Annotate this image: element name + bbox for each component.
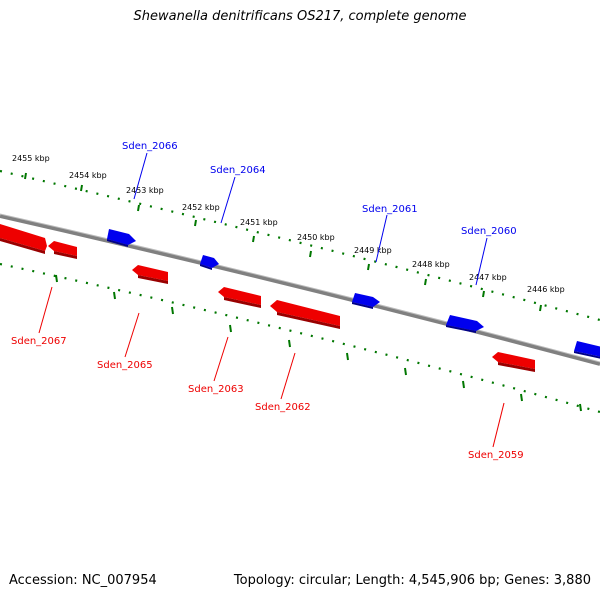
ruler-label: 2452 kbp [182, 203, 220, 212]
gene-sden-2062[interactable] [270, 300, 340, 329]
reverse-genes [0, 224, 535, 372]
genome-backbone [0, 214, 600, 366]
gene-label[interactable]: Sden_2063 [188, 384, 244, 395]
gene-label[interactable]: Sden_2062 [255, 402, 311, 413]
inner-ruler-ticks [55, 274, 582, 412]
gene-sden-2067[interactable] [48, 241, 77, 259]
ruler-label: 2448 kbp [412, 260, 450, 269]
gene-label[interactable]: Sden_2061 [362, 204, 418, 215]
gene-label[interactable]: Sden_2059 [468, 450, 524, 461]
gene-sden-2061[interactable] [352, 293, 380, 309]
ruler-label: 2454 kbp [69, 171, 107, 180]
gene-label[interactable]: Sden_2064 [210, 165, 266, 176]
gene-sden-2065[interactable] [132, 265, 168, 284]
ruler-label: 2449 kbp [354, 246, 392, 255]
gene-sden-2063[interactable] [218, 287, 261, 308]
gene-sden-2059[interactable] [492, 352, 535, 372]
gene-sden-2060[interactable] [446, 315, 484, 333]
accession-text: Accession: NC_007954 [9, 573, 157, 588]
reverse-leaders [38, 286, 505, 448]
ruler-label: 2446 kbp [527, 285, 565, 294]
forward-leaders [133, 152, 488, 286]
gene-label[interactable]: Sden_2066 [122, 141, 178, 152]
gene-unlabeled-forward[interactable] [574, 341, 600, 359]
page-title: Shewanella denitrificans OS217, complete… [133, 9, 467, 24]
forward-genes [107, 229, 600, 359]
outer-ruler-dots [0, 169, 600, 322]
ruler-label: 2450 kbp [297, 233, 335, 242]
outer-ruler-ticks [24, 172, 542, 312]
gene-label[interactable]: Sden_2065 [97, 360, 153, 371]
ruler-label: 2447 kbp [469, 273, 507, 282]
genome-summary-text: Topology: circular; Length: 4,545,906 bp… [233, 573, 591, 588]
gene-label[interactable]: Sden_2067 [11, 336, 67, 347]
ruler-label: 2455 kbp [12, 154, 50, 163]
gene-sden-2064[interactable] [200, 255, 219, 270]
ruler-label: 2451 kbp [240, 218, 278, 227]
gene-sden-2066[interactable] [107, 229, 136, 247]
gene-label[interactable]: Sden_2060 [461, 226, 517, 237]
ruler-label: 2453 kbp [126, 186, 164, 195]
gene-sden-2067-left[interactable] [0, 224, 47, 254]
ruler-labels: 2455 kbp 2454 kbp 2453 kbp 2452 kbp 2451… [12, 154, 565, 294]
